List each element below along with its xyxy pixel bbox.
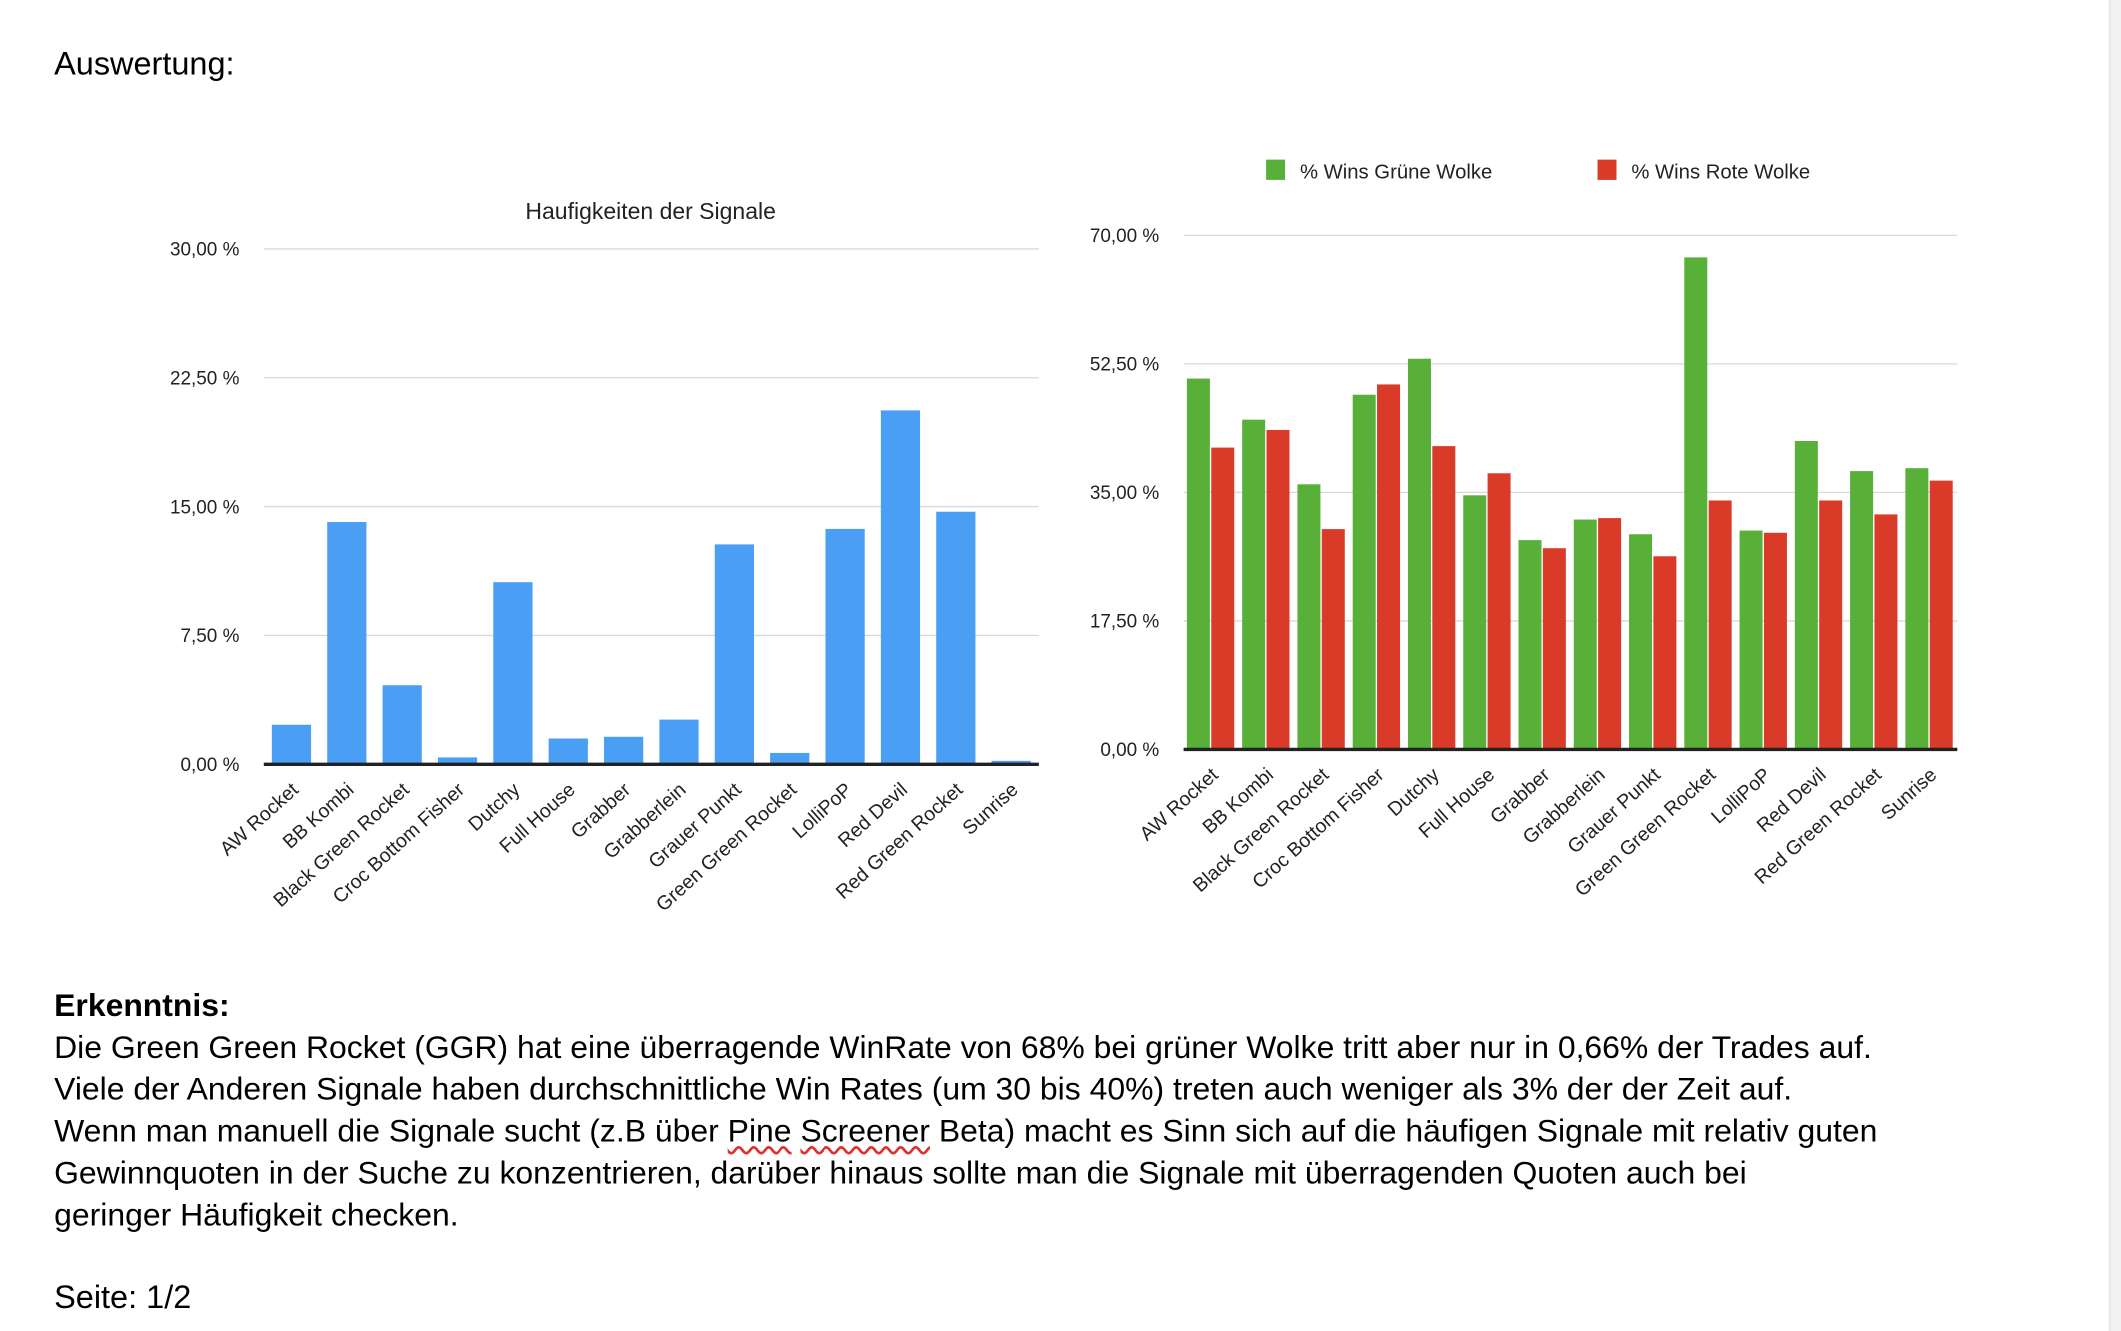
legend-label: % Wins Grüne Wolke <box>1300 162 1492 184</box>
y-tick-label: 17,50 % <box>1090 612 1160 633</box>
spellcheck-word[interactable]: Pine <box>727 1114 792 1150</box>
spellcheck-word[interactable]: Screener <box>800 1114 930 1150</box>
findings-line: Viele der Anderen Signale haben durchsch… <box>54 1072 1793 1108</box>
y-tick-label: 35,00 % <box>1090 483 1160 504</box>
y-tick-label: 0,00 % <box>181 755 240 776</box>
bar <box>327 522 367 765</box>
chart-title: Haufigkeiten der Signale <box>525 198 775 224</box>
bar <box>437 757 478 765</box>
bar-red <box>1708 500 1732 750</box>
y-tick-label: 22,50 % <box>170 369 240 390</box>
bar-red <box>1542 548 1566 750</box>
bar-red <box>1321 529 1345 750</box>
bar-red <box>1432 446 1456 750</box>
y-tick-label: 0,00 % <box>1100 740 1159 761</box>
winrate-grouped-bar-chart: 0,00 %17,50 %35,00 %52,50 %70,00 %AW Roc… <box>1090 159 1958 901</box>
findings-line: geringer Häufigkeit checken. <box>54 1198 459 1234</box>
bar-red <box>1653 556 1677 750</box>
bar <box>271 724 312 765</box>
bar <box>604 736 644 765</box>
bar <box>382 685 422 765</box>
page-number: Seite: 1/2 <box>54 1279 192 1317</box>
bar <box>659 719 699 765</box>
findings-text: Erkenntnis: Die Green Green Rocket (GGR)… <box>54 986 2083 1238</box>
bar <box>825 528 865 765</box>
bar-green <box>1186 378 1210 750</box>
findings-line: Gewinnquoten in der Suche zu konzentrier… <box>54 1156 1747 1192</box>
bar <box>548 738 588 765</box>
findings-line: Die Green Green Rocket (GGR) hat eine üb… <box>54 1030 1872 1066</box>
bar-green <box>1463 495 1487 750</box>
findings-line: Wenn man manuell die Signale sucht (z.B … <box>54 1112 2083 1154</box>
bar-red <box>1929 480 1953 750</box>
bar-green <box>1407 358 1431 750</box>
bar <box>936 511 976 765</box>
bar-green <box>1684 257 1708 750</box>
bar-red <box>1819 500 1843 750</box>
bar-green <box>1739 530 1763 750</box>
bar-red <box>1211 447 1235 750</box>
bar-red <box>1763 532 1787 750</box>
text-segment: Beta) macht es Sinn sich auf die häufige… <box>929 1114 1878 1150</box>
frequency-bar-chart: 0,00 %7,50 %15,00 %22,50 %30,00 %AW Rock… <box>170 198 1039 916</box>
x-tick-label: Sunrise <box>1877 764 1941 825</box>
bar-red <box>1598 518 1622 750</box>
bar-green <box>1905 468 1929 750</box>
bar-green <box>1794 440 1818 750</box>
bar-green <box>1518 540 1542 750</box>
bar <box>770 752 810 765</box>
legend-swatch-red <box>1597 159 1617 180</box>
bar-green <box>1242 419 1266 750</box>
y-tick-label: 30,00 % <box>170 240 240 261</box>
y-tick-label: 52,50 % <box>1090 355 1160 376</box>
scrollbar[interactable] <box>2108 0 2121 1331</box>
bar-green <box>1850 471 1874 750</box>
findings-title: Erkenntnis: <box>54 988 230 1024</box>
legend-label: % Wins Rote Wolke <box>1631 162 1810 184</box>
bar <box>991 760 1031 765</box>
text-segment: Wenn man manuell die Signale sucht (z.B … <box>54 1114 728 1150</box>
bar-green <box>1573 519 1597 750</box>
legend-swatch-green <box>1266 159 1286 180</box>
bar-green <box>1352 394 1376 750</box>
bar-red <box>1377 384 1401 750</box>
bar-red <box>1487 473 1511 750</box>
section-heading: Auswertung: <box>54 45 235 83</box>
y-tick-label: 7,50 % <box>181 626 240 647</box>
y-tick-label: 15,00 % <box>170 497 240 518</box>
bar <box>493 582 533 765</box>
bar <box>714 544 754 765</box>
bar-green <box>1629 534 1653 750</box>
bar-green <box>1297 484 1321 750</box>
y-tick-label: 70,00 % <box>1090 226 1160 247</box>
bar <box>880 410 921 765</box>
bar-red <box>1266 429 1290 750</box>
bar-red <box>1874 514 1898 750</box>
